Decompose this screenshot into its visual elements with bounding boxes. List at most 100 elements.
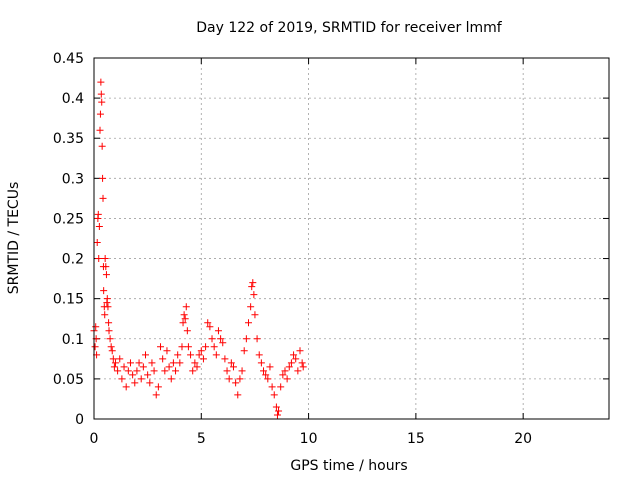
data-point <box>236 375 244 383</box>
data-point <box>232 379 240 387</box>
data-point <box>193 363 201 371</box>
data-point <box>103 295 111 303</box>
data-point <box>172 367 180 375</box>
x-tick-label: 5 <box>197 431 206 447</box>
data-point <box>240 347 248 355</box>
data-point <box>181 315 189 323</box>
data-point <box>204 319 212 327</box>
data-point <box>225 375 233 383</box>
data-point <box>101 311 109 319</box>
data-point <box>133 367 141 375</box>
data-point <box>157 343 165 351</box>
data-point <box>191 359 199 367</box>
data-point <box>107 343 115 351</box>
data-point <box>275 407 283 415</box>
data-point <box>248 283 256 291</box>
data-point <box>299 363 307 371</box>
y-axis-label: SRMTID / TECUs <box>6 182 22 295</box>
data-point <box>262 371 270 379</box>
x-tick-label: 15 <box>407 431 425 447</box>
data-point <box>93 239 101 247</box>
data-point <box>242 335 250 343</box>
data-point <box>167 375 175 383</box>
data-point <box>296 347 304 355</box>
data-point <box>100 287 108 295</box>
data-point <box>292 355 300 363</box>
data-point <box>118 375 126 383</box>
y-tick-label: 0.4 <box>62 91 84 107</box>
y-tick-label: 0.35 <box>53 131 84 147</box>
data-point <box>197 347 205 355</box>
data-point <box>169 359 177 367</box>
y-tick-label: 0.45 <box>53 51 84 67</box>
plot-frame <box>93 57 610 420</box>
data-point <box>272 403 280 411</box>
data-point <box>131 379 139 387</box>
data-point <box>98 142 106 150</box>
y-tick-label: 0.25 <box>53 211 84 227</box>
data-point <box>210 343 218 351</box>
data-point <box>257 359 265 367</box>
data-point <box>180 311 188 319</box>
data-point <box>268 383 276 391</box>
data-point <box>129 371 137 379</box>
data-point <box>187 351 195 359</box>
data-point <box>139 363 147 371</box>
data-point <box>96 110 104 118</box>
data-point <box>184 343 192 351</box>
chart-title: Day 122 of 2019, SRMTID for receiver lmm… <box>196 20 503 36</box>
data-point <box>227 359 235 367</box>
data-point <box>154 383 162 391</box>
data-point <box>283 375 291 383</box>
data-point <box>183 327 191 335</box>
data-point <box>234 391 242 399</box>
data-point <box>206 323 214 331</box>
data-point <box>150 367 158 375</box>
data-point <box>108 347 116 355</box>
data-point <box>273 411 281 419</box>
data-point <box>285 363 293 371</box>
data-point <box>102 271 110 279</box>
data-point <box>176 359 184 367</box>
data-point <box>264 375 272 383</box>
data-point <box>95 255 103 263</box>
data-points <box>90 78 307 419</box>
data-point <box>97 90 105 98</box>
data-point <box>260 367 268 375</box>
data-point <box>247 303 255 311</box>
data-point <box>238 367 246 375</box>
data-point <box>106 335 114 343</box>
data-point <box>146 379 154 387</box>
data-point <box>212 351 220 359</box>
x-tick-label: 20 <box>514 431 532 447</box>
data-point <box>126 359 134 367</box>
data-point <box>219 339 227 347</box>
data-point <box>182 303 190 311</box>
data-point <box>249 279 257 287</box>
data-point <box>221 355 229 363</box>
data-point <box>202 343 210 351</box>
data-point <box>163 347 171 355</box>
data-point <box>298 359 306 367</box>
data-point <box>229 363 237 371</box>
data-point <box>251 311 259 319</box>
data-point <box>189 367 197 375</box>
x-tick-label: 0 <box>90 431 99 447</box>
data-point <box>159 355 167 363</box>
y-tick-label: 0.15 <box>53 292 84 308</box>
data-point <box>290 351 298 359</box>
data-point <box>105 327 113 335</box>
data-point <box>217 335 225 343</box>
data-point <box>208 335 216 343</box>
data-point <box>91 343 99 351</box>
data-point <box>179 319 187 327</box>
data-point <box>277 383 285 391</box>
data-point <box>281 367 289 375</box>
y-tick-label: 0.05 <box>53 372 84 388</box>
data-point <box>104 303 112 311</box>
data-point <box>137 375 145 383</box>
data-point <box>116 355 124 363</box>
data-point <box>250 291 258 299</box>
